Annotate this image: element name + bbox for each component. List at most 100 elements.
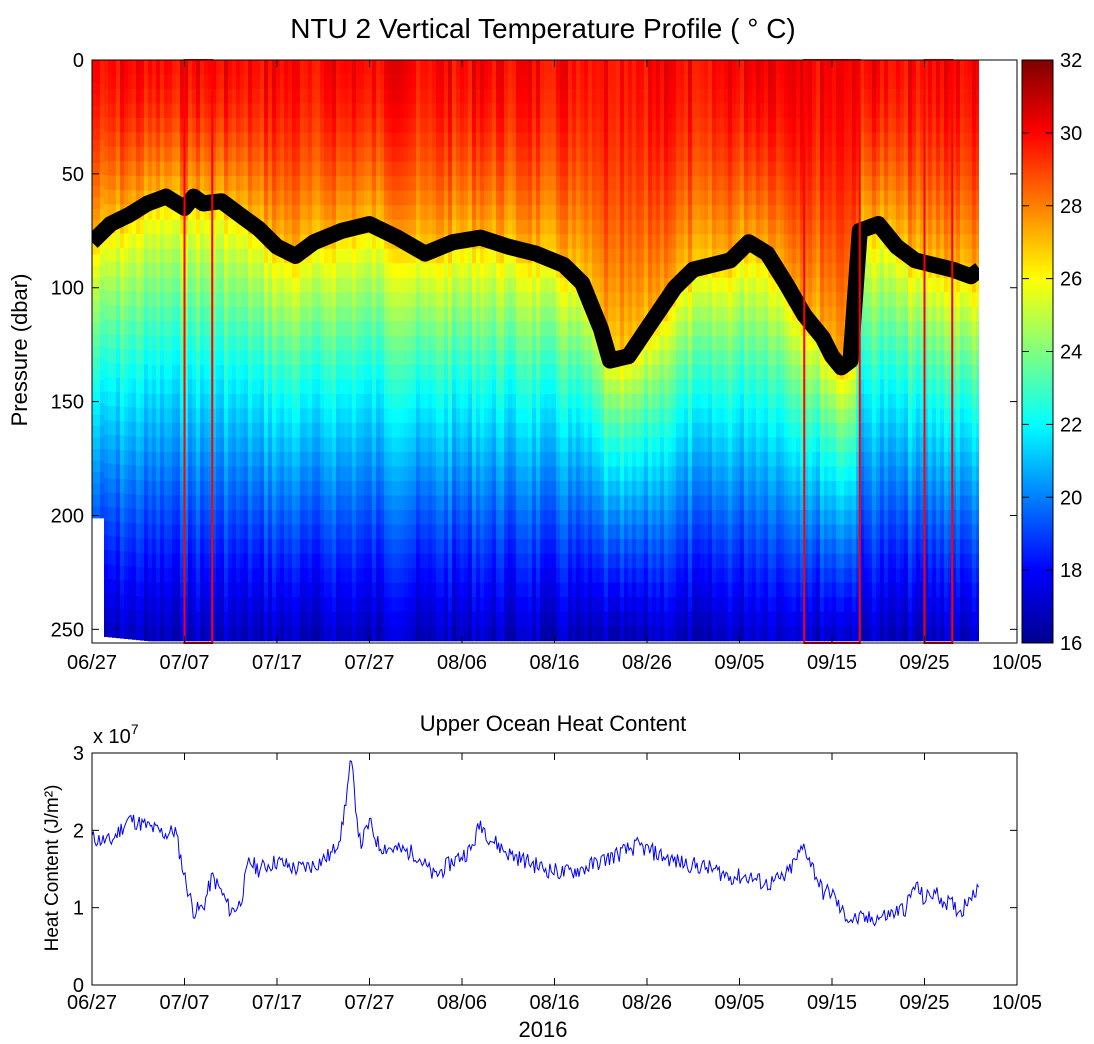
heatmap-cell: [556, 481, 561, 497]
heatmap-cell: [572, 103, 577, 119]
heatmap-cell: [288, 350, 293, 366]
heatmap-cell: [476, 89, 481, 105]
heatmap-cell: [236, 437, 241, 453]
heatmap-cell: [556, 393, 561, 410]
heatmap-cell: [400, 219, 405, 235]
heatmap-cell: [120, 623, 125, 639]
heatmap-cell: [520, 219, 525, 235]
heatmap-cell: [124, 320, 129, 336]
heatmap-cell: [564, 568, 569, 584]
heatmap-cell: [280, 292, 285, 308]
heatmap-cell: [108, 449, 113, 465]
heatmap-cell: [140, 175, 145, 192]
heatmap-cell: [420, 306, 425, 322]
heatmap-cell: [136, 610, 141, 626]
heatmap-cell: [396, 292, 401, 308]
heatmap-cell: [148, 306, 153, 322]
heatmap-cell: [424, 539, 429, 555]
heatmap-cell: [296, 190, 301, 206]
heatmap-cell: [188, 306, 193, 322]
heatmap-cell: [564, 597, 569, 613]
heatmap-cell: [420, 379, 425, 395]
heatmap-cell: [156, 393, 161, 410]
heatmap-cell: [172, 147, 177, 163]
heatmap-cell: [96, 346, 101, 359]
heatmap-cell: [524, 539, 529, 555]
heatmap-cell: [408, 481, 413, 497]
heatmap-cell: [288, 495, 293, 511]
heatmap-cell: [380, 466, 385, 482]
heatmap-cell: [364, 451, 369, 468]
heatmap-cell: [252, 568, 257, 584]
heatmap-cell: [120, 320, 125, 336]
heatmap-cell: [476, 466, 481, 482]
heatmap-cell: [516, 393, 521, 410]
heatmap-cell: [92, 174, 97, 187]
heatmap-cell: [284, 263, 289, 279]
heatmap-cell: [468, 611, 473, 627]
heatmap-cell: [528, 234, 533, 250]
heatmap-cell: [196, 611, 201, 627]
heatmap-cell: [284, 553, 289, 569]
heatmap-cell: [232, 263, 237, 279]
heatmap-cell: [152, 103, 157, 119]
heatmap-cell: [380, 74, 385, 90]
heatmap-cell: [160, 437, 165, 453]
heatmap-cell: [188, 74, 193, 90]
heatmap-cell: [296, 277, 301, 293]
heatmap-cell: [560, 350, 565, 366]
heatmap-cell: [188, 321, 193, 337]
heatmap-cell: [352, 161, 357, 177]
heatmap-cell: [312, 422, 317, 439]
heatmap-cell: [320, 60, 325, 76]
heatmap-cell: [404, 408, 409, 424]
heatmap-cell: [512, 379, 517, 395]
heatmap-cell: [236, 495, 241, 511]
heatmap-cell: [480, 568, 485, 584]
heatmap-cell: [572, 306, 577, 322]
heatmap-cell: [588, 510, 593, 526]
heatmap-cell: [500, 437, 505, 453]
heatmap-cell: [116, 392, 121, 408]
heatmap-cell: [332, 292, 337, 308]
heatmap-cell: [268, 495, 273, 511]
heatmap-cell: [312, 510, 317, 526]
heatmap-cell: [384, 437, 389, 453]
heatmap-cell: [524, 205, 529, 221]
heatmap-cell: [152, 292, 157, 308]
heatmap-cell: [164, 597, 169, 613]
heatmap-cell: [124, 623, 129, 640]
heatmap-cell: [444, 539, 449, 555]
heatmap-cell: [428, 118, 433, 134]
heatmap-cell: [560, 597, 565, 613]
heatmap-cell: [368, 292, 373, 308]
heatmap-cell: [228, 553, 233, 569]
heatmap-cell: [312, 205, 317, 221]
heatmap-cell: [332, 277, 337, 293]
heatmap-cell: [560, 306, 565, 322]
heatmap-cell: [184, 597, 189, 613]
heatmap-cell: [572, 292, 577, 308]
heatmap-cell: [444, 582, 449, 598]
heatmap-cell: [200, 118, 205, 134]
heatmap-cell: [440, 103, 445, 119]
heatmap-cell: [208, 176, 213, 192]
heatmap-cell: [332, 74, 337, 90]
heatmap-cell: [196, 60, 201, 76]
heatmap-cell: [384, 597, 389, 613]
heatmap-cell: [436, 161, 441, 177]
heatmap-cell: [588, 60, 593, 76]
heatmap-cell: [412, 132, 417, 148]
heatmap-cell: [440, 364, 445, 380]
heatmap-cell: [508, 364, 513, 380]
heatmap-cell: [452, 364, 457, 380]
heatmap-cell: [364, 379, 369, 395]
heatmap-cell: [460, 553, 465, 569]
heatmap-cell: [252, 350, 257, 366]
heatmap-cell: [128, 508, 133, 524]
heatmap-cell: [196, 451, 201, 468]
heatmap-cell: [444, 422, 449, 439]
heatmap-cell: [116, 305, 121, 321]
heatmap-cell: [280, 219, 285, 235]
heatmap-cell: [128, 103, 133, 119]
